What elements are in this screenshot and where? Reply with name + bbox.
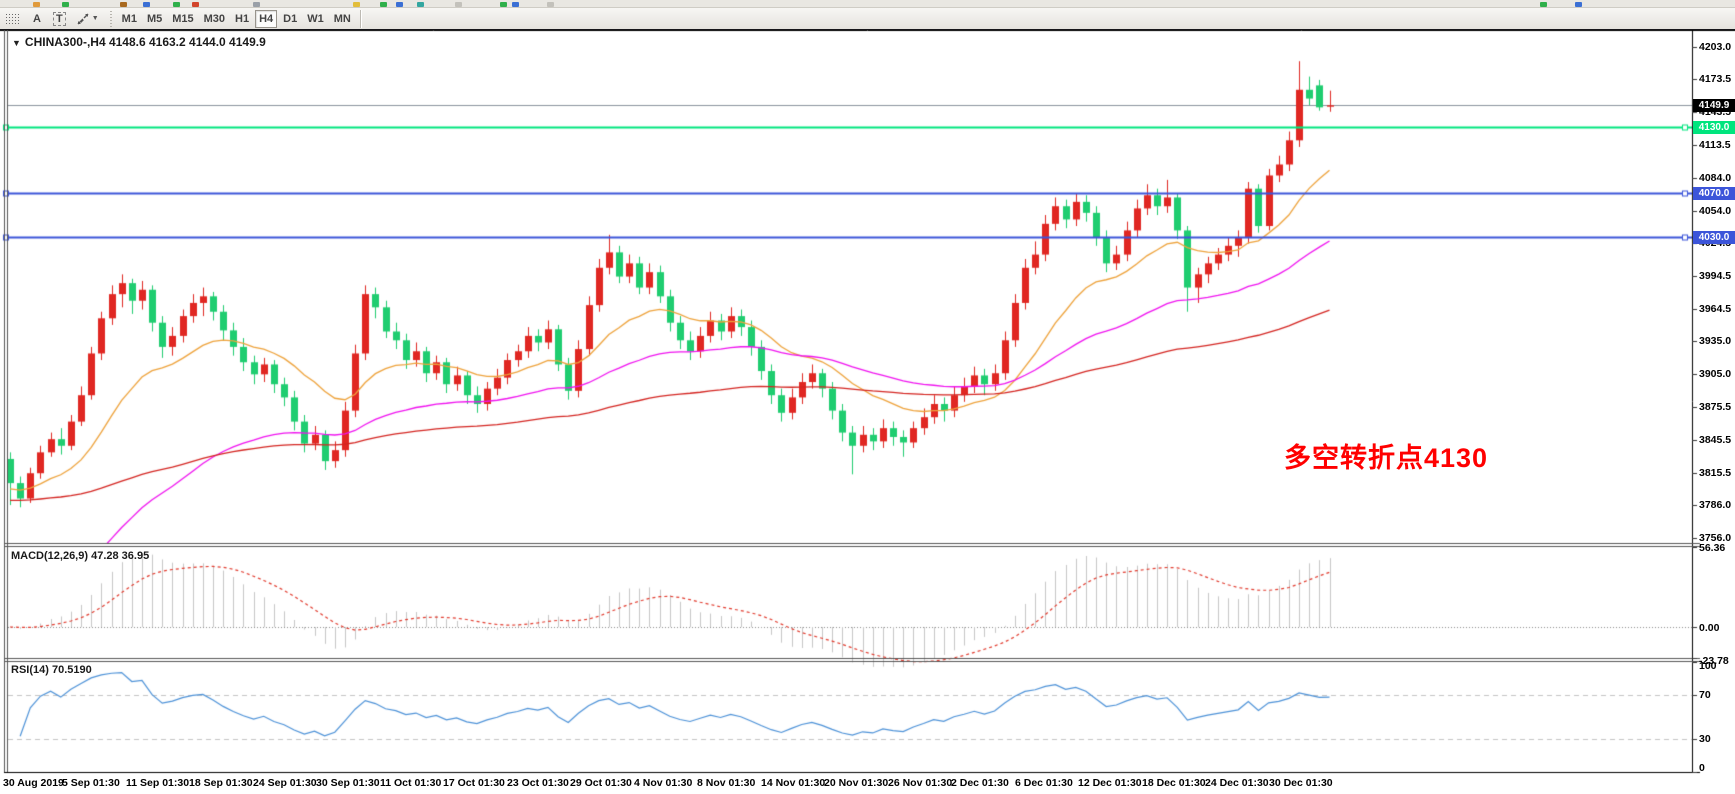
- price-tick-label: 3756.0: [1699, 532, 1732, 545]
- toolbar-icon-fragment: [353, 2, 360, 7]
- timeframe-button-m30[interactable]: M30: [203, 12, 226, 25]
- price-tick-label: 3905.0: [1699, 368, 1732, 381]
- timeframe-button-d1[interactable]: D1: [283, 12, 298, 25]
- time-axis-label: 17 Oct 01:30: [443, 777, 505, 789]
- text-label-tool-button[interactable]: T: [49, 10, 70, 28]
- toolbar-separator: [359, 9, 362, 28]
- price-tick-label: 3845.5: [1699, 433, 1732, 446]
- price-tick-label: 4203.0: [1699, 40, 1732, 53]
- text-tool-label: A: [33, 12, 41, 25]
- toolbar-icon-fragment: [33, 2, 40, 7]
- time-axis-label: 29 Oct 01:30: [570, 777, 632, 789]
- rsi-tick-label: 70: [1699, 689, 1711, 701]
- timeframe-button-h1[interactable]: H1: [235, 12, 250, 25]
- dotted-lines-icon: [6, 13, 20, 24]
- toolbar: A T ▼ M1 M5 M15 M30 H1 H4 D1 W1 MN: [0, 8, 1735, 30]
- toolbar-icon-fragment: [192, 2, 199, 7]
- price-tick-label: 4113.5: [1699, 139, 1731, 152]
- timeframe-button-mn[interactable]: MN: [333, 12, 351, 25]
- time-axis-label: 6 Dec 01:30: [1015, 777, 1073, 789]
- price-tick-label: 3935.0: [1699, 335, 1732, 348]
- hline-price-badge: 4070.0: [1693, 186, 1735, 200]
- price-tick-label: 4084.0: [1699, 171, 1732, 184]
- toolbar-icon-fragment: [396, 2, 403, 7]
- time-axis-label: 18 Dec 01:30: [1142, 777, 1206, 789]
- timeframe-button-w1[interactable]: W1: [307, 12, 324, 25]
- macd-tick-label: 0.00: [1699, 622, 1720, 634]
- time-axis-label: 2 Dec 01:30: [951, 777, 1009, 789]
- chart-window: ▼ CHINA300-,H4 4148.6 4163.2 4144.0 4149.…: [0, 30, 1735, 794]
- cursor-grid-tool-button[interactable]: [1, 10, 25, 28]
- textbox-tool-label: T: [53, 11, 66, 26]
- toolbar-icon-fragment: [173, 2, 180, 7]
- price-tick-label: 4054.0: [1699, 204, 1732, 217]
- time-axis-label: 23 Oct 01:30: [507, 777, 569, 789]
- toolbar-icon-fragment: [62, 2, 69, 7]
- time-axis-label: 14 Nov 01:30: [761, 777, 826, 789]
- macd-indicator-label: MACD(12,26,9) 47.28 36.95: [11, 550, 150, 562]
- macd-tick-label: 56.36: [1699, 542, 1726, 554]
- timeframe-button-h4[interactable]: H4: [255, 9, 278, 28]
- price-tick-label: 3786.0: [1699, 499, 1732, 512]
- time-axis-label: 8 Nov 01:30: [697, 777, 756, 789]
- chart-plot-area[interactable]: [0, 30, 1735, 794]
- toolbar-icon-fragment: [1575, 2, 1582, 7]
- toolbar-icon-fragment: [547, 2, 554, 7]
- text-tool-button[interactable]: A: [27, 10, 47, 28]
- clipped-upper-toolbar: [0, 0, 1735, 8]
- toolbar-icon-fragment: [417, 2, 424, 7]
- timeframe-button-group: M1 M5 M15 M30 H1 H4 D1 W1 MN: [117, 9, 356, 28]
- time-axis-label: 30 Dec 01:30: [1269, 777, 1333, 789]
- current-price-badge: 4149.9: [1693, 98, 1735, 112]
- time-axis-label: 24 Dec 01:30: [1205, 777, 1269, 789]
- hline-price-badge: 4030.0: [1693, 230, 1735, 244]
- time-axis-label: 30 Sep 01:30: [316, 777, 380, 789]
- time-axis-label: 11 Oct 01:30: [380, 777, 442, 789]
- chart-annotation-text[interactable]: 多空转折点4130: [1284, 443, 1489, 473]
- symbol-ohlc-header: ▼ CHINA300-,H4 4148.6 4163.2 4144.0 4149.…: [12, 35, 266, 49]
- price-tick-label: 3964.5: [1699, 302, 1732, 315]
- time-axis-label: 30 Aug 2019: [3, 777, 64, 789]
- symbol-ohlc-text: CHINA300-,H4 4148.6 4163.2 4144.0 4149.9: [24, 35, 266, 49]
- arrows-icon: [77, 13, 89, 24]
- time-axis-label: 18 Sep 01:30: [189, 777, 253, 789]
- timeframe-button-m1[interactable]: M1: [121, 12, 137, 25]
- time-axis-label: 20 Nov 01:30: [824, 777, 889, 789]
- time-axis-label: 26 Nov 01:30: [888, 777, 953, 789]
- toolbar-icon-fragment: [500, 2, 507, 7]
- time-axis-label: 11 Sep 01:30: [126, 777, 190, 789]
- timeframe-button-m5[interactable]: M5: [146, 12, 163, 25]
- macd-tick-label: -23.78: [1699, 655, 1729, 667]
- price-tick-label: 3875.5: [1699, 400, 1732, 413]
- toolbar-icon-fragment: [512, 2, 519, 7]
- arrows-tool-button[interactable]: ▼: [72, 10, 103, 28]
- time-axis-label: 4 Nov 01:30: [634, 777, 693, 789]
- rsi-indicator-label: RSI(14) 70.5190: [11, 664, 92, 676]
- toolbar-icon-fragment: [1540, 2, 1547, 7]
- toolbar-icon-fragment: [120, 2, 127, 7]
- toolbar-icon-fragment: [143, 2, 150, 7]
- rsi-tick-label: 30: [1699, 733, 1711, 745]
- chevron-down-icon: ▼: [91, 15, 99, 22]
- time-axis-label: 24 Sep 01:30: [253, 777, 317, 789]
- toolbar-icon-fragment: [380, 2, 387, 7]
- price-tick-label: 3994.5: [1699, 270, 1732, 282]
- timeframe-button-m15[interactable]: M15: [172, 12, 194, 25]
- rsi-tick-label: 100: [1699, 660, 1717, 672]
- toolbar-icon-fragment: [253, 2, 260, 7]
- chart-dropdown-icon[interactable]: ▼: [12, 38, 21, 48]
- price-tick-label: 4173.5: [1699, 73, 1732, 86]
- time-axis-label: 12 Dec 01:30: [1078, 777, 1142, 789]
- price-tick-label: 3815.5: [1699, 466, 1732, 479]
- hline-price-badge: 4130.0: [1693, 120, 1735, 134]
- toolbar-icon-fragment: [455, 2, 462, 7]
- time-axis-label: 5 Sep 01:30: [62, 777, 120, 789]
- rsi-tick-label: 0: [1699, 762, 1705, 774]
- toolbar-grip: [107, 10, 115, 27]
